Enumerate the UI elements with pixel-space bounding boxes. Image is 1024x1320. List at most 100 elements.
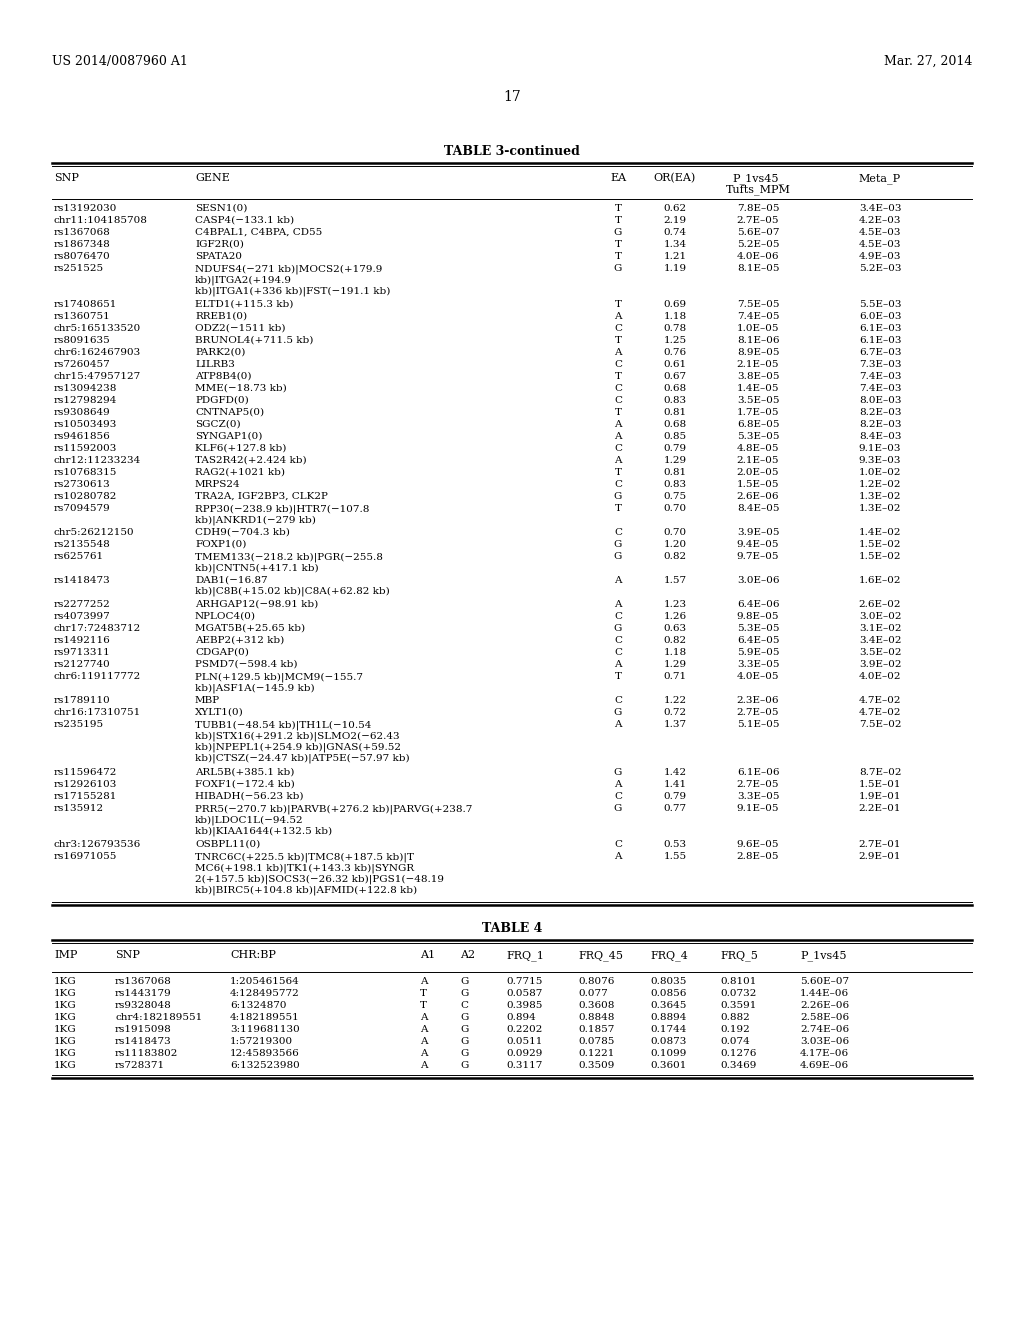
Text: 1.18: 1.18 (664, 312, 686, 321)
Text: rs13094238: rs13094238 (54, 384, 118, 393)
Text: 2.7E–01: 2.7E–01 (859, 840, 901, 849)
Text: 6.1E–06: 6.1E–06 (736, 768, 779, 777)
Text: T: T (614, 216, 622, 224)
Text: MBP: MBP (195, 696, 220, 705)
Text: 1.3E–02: 1.3E–02 (859, 504, 901, 513)
Text: C: C (614, 323, 622, 333)
Text: 3.4E–02: 3.4E–02 (859, 636, 901, 645)
Text: rs625761: rs625761 (54, 552, 104, 561)
Text: rs1915098: rs1915098 (115, 1026, 172, 1034)
Text: 4.2E–03: 4.2E–03 (859, 216, 901, 224)
Text: 1KG: 1KG (54, 1061, 77, 1071)
Text: ARL5B(+385.1 kb): ARL5B(+385.1 kb) (195, 768, 294, 777)
Text: chr6:119117772: chr6:119117772 (54, 672, 141, 681)
Text: A: A (420, 1038, 427, 1045)
Text: 1.5E–01: 1.5E–01 (859, 780, 901, 789)
Text: 0.3985: 0.3985 (506, 1001, 543, 1010)
Text: rs251525: rs251525 (54, 264, 104, 273)
Text: chr11:104185708: chr11:104185708 (54, 216, 147, 224)
Text: 9.8E–05: 9.8E–05 (736, 612, 779, 620)
Text: DAB1(−16.87
kb)|C8B(+15.02 kb)|C8A(+62.82 kb): DAB1(−16.87 kb)|C8B(+15.02 kb)|C8A(+62.8… (195, 576, 390, 597)
Text: rs1367068: rs1367068 (54, 228, 111, 238)
Text: G: G (460, 1061, 468, 1071)
Text: 0.8035: 0.8035 (650, 977, 686, 986)
Text: 0.83: 0.83 (664, 396, 686, 405)
Text: 0.78: 0.78 (664, 323, 686, 333)
Text: 1KG: 1KG (54, 1026, 77, 1034)
Text: 2.2E–01: 2.2E–01 (859, 804, 901, 813)
Text: TRA2A, IGF2BP3, CLK2P: TRA2A, IGF2BP3, CLK2P (195, 492, 328, 502)
Text: 0.62: 0.62 (664, 205, 686, 213)
Text: 1.25: 1.25 (664, 337, 686, 345)
Text: 1.22: 1.22 (664, 696, 686, 705)
Text: 0.0856: 0.0856 (650, 989, 686, 998)
Text: 5.60E–07: 5.60E–07 (800, 977, 849, 986)
Text: G: G (613, 708, 623, 717)
Text: 0.85: 0.85 (664, 432, 686, 441)
Text: 6.4E–06: 6.4E–06 (736, 601, 779, 609)
Text: 0.1276: 0.1276 (720, 1049, 757, 1059)
Text: 1.5E–02: 1.5E–02 (859, 540, 901, 549)
Text: 1KG: 1KG (54, 989, 77, 998)
Text: G: G (460, 1026, 468, 1034)
Text: TAS2R42(+2.424 kb): TAS2R42(+2.424 kb) (195, 455, 306, 465)
Text: MRPS24: MRPS24 (195, 480, 241, 488)
Text: rs1789110: rs1789110 (54, 696, 111, 705)
Text: 4.69E–06: 4.69E–06 (800, 1061, 849, 1071)
Text: XYLT1(0): XYLT1(0) (195, 708, 244, 717)
Text: FRQ_45: FRQ_45 (578, 950, 623, 961)
Text: T: T (614, 504, 622, 513)
Text: 2.7E–05: 2.7E–05 (736, 708, 779, 717)
Text: 5.5E–03: 5.5E–03 (859, 300, 901, 309)
Text: rs1360751: rs1360751 (54, 312, 111, 321)
Text: rs4073997: rs4073997 (54, 612, 111, 620)
Text: 0.79: 0.79 (664, 444, 686, 453)
Text: T: T (614, 337, 622, 345)
Text: rs8091635: rs8091635 (54, 337, 111, 345)
Text: TABLE 4: TABLE 4 (482, 921, 542, 935)
Text: 1.5E–05: 1.5E–05 (736, 480, 779, 488)
Text: C: C (614, 696, 622, 705)
Text: SNP: SNP (115, 950, 140, 960)
Text: 1:205461564: 1:205461564 (230, 977, 300, 986)
Text: 0.3509: 0.3509 (578, 1061, 614, 1071)
Text: 1.19: 1.19 (664, 264, 686, 273)
Text: SGCZ(0): SGCZ(0) (195, 420, 241, 429)
Text: T: T (614, 300, 622, 309)
Text: 2.7E–05: 2.7E–05 (736, 780, 779, 789)
Text: 5.3E–05: 5.3E–05 (736, 624, 779, 634)
Text: G: G (613, 624, 623, 634)
Text: 9.1E–05: 9.1E–05 (736, 804, 779, 813)
Text: G: G (613, 768, 623, 777)
Text: 4.5E–03: 4.5E–03 (859, 228, 901, 238)
Text: C: C (614, 480, 622, 488)
Text: T: T (614, 252, 622, 261)
Text: 8.2E–03: 8.2E–03 (859, 408, 901, 417)
Text: TMEM133(−218.2 kb)|PGR(−255.8
kb)|CNTN5(+417.1 kb): TMEM133(−218.2 kb)|PGR(−255.8 kb)|CNTN5(… (195, 552, 383, 573)
Text: 0.1221: 0.1221 (578, 1049, 614, 1059)
Text: T: T (614, 672, 622, 681)
Text: G: G (460, 989, 468, 998)
Text: 4:128495772: 4:128495772 (230, 989, 300, 998)
Text: A: A (420, 1026, 427, 1034)
Text: 0.75: 0.75 (664, 492, 686, 502)
Text: 0.1099: 0.1099 (650, 1049, 686, 1059)
Text: 0.77: 0.77 (664, 804, 686, 813)
Text: rs9461856: rs9461856 (54, 432, 111, 441)
Text: 3.5E–02: 3.5E–02 (859, 648, 901, 657)
Text: G: G (613, 492, 623, 502)
Text: 2.58E–06: 2.58E–06 (800, 1012, 849, 1022)
Text: 7.5E–02: 7.5E–02 (859, 719, 901, 729)
Text: 6.8E–05: 6.8E–05 (736, 420, 779, 429)
Text: chr12:11233234: chr12:11233234 (54, 455, 141, 465)
Text: rs9713311: rs9713311 (54, 648, 111, 657)
Text: 1.44E–06: 1.44E–06 (800, 989, 849, 998)
Text: 8.1E–05: 8.1E–05 (736, 264, 779, 273)
Text: 1KG: 1KG (54, 1038, 77, 1045)
Text: TNRC6C(+225.5 kb)|TMC8(+187.5 kb)|T
MC6(+198.1 kb)|TK1(+143.3 kb)|SYNGR
2(+157.5: TNRC6C(+225.5 kb)|TMC8(+187.5 kb)|T MC6(… (195, 851, 444, 895)
Text: CASP4(−133.1 kb): CASP4(−133.1 kb) (195, 216, 294, 224)
Text: 0.3117: 0.3117 (506, 1061, 543, 1071)
Text: 1.57: 1.57 (664, 576, 686, 585)
Text: rs2135548: rs2135548 (54, 540, 111, 549)
Text: 2.6E–02: 2.6E–02 (859, 601, 901, 609)
